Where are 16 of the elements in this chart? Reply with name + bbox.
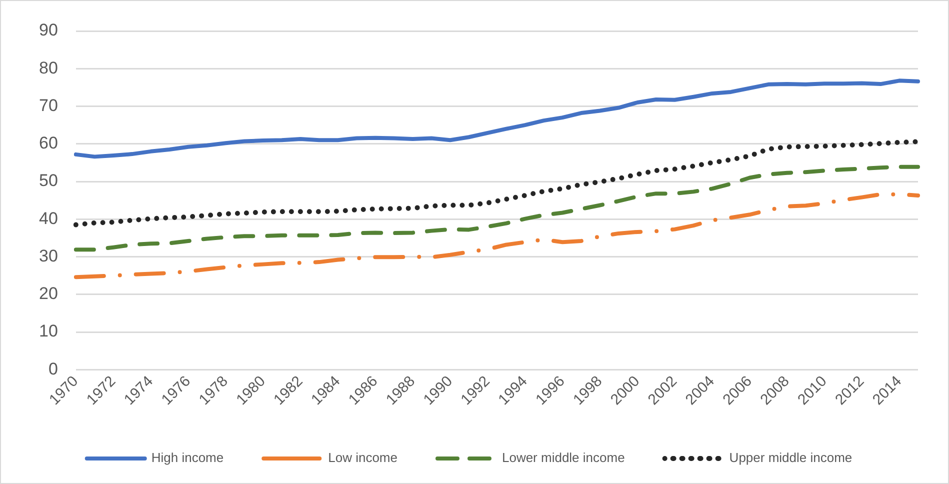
y-tick-label: 80 [38, 58, 58, 78]
legend-label: Lower middle income [502, 450, 625, 466]
legend-label: High income [151, 450, 224, 466]
legend-label: Upper middle income [729, 450, 852, 466]
y-tick-label: 90 [38, 20, 58, 40]
y-tick-label: 40 [38, 208, 58, 228]
y-tick-label: 0 [48, 359, 58, 378]
y-tick-label: 50 [38, 171, 58, 190]
y-tick-label: 60 [38, 134, 58, 153]
y-tick-label: 30 [38, 246, 58, 266]
legend-label: Low income [328, 450, 398, 466]
line-series [74, 164, 920, 252]
y-tick-label: 20 [38, 284, 58, 304]
y-tick-label: 10 [38, 322, 58, 341]
y-tick-label: 70 [38, 96, 58, 115]
line-series [74, 192, 920, 280]
